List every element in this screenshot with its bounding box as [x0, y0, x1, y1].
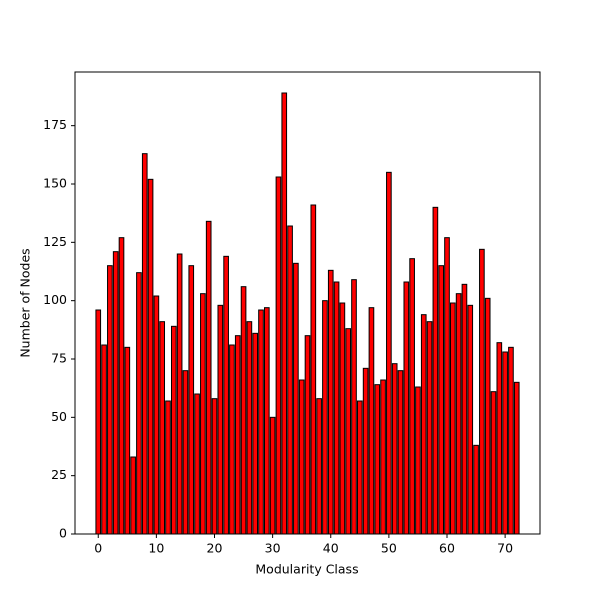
bar — [432, 206, 439, 535]
bar — [263, 307, 270, 535]
bar — [269, 416, 276, 535]
bar — [391, 363, 398, 535]
bar — [118, 237, 125, 535]
bar — [200, 293, 206, 535]
bar — [339, 302, 346, 535]
bar — [159, 321, 166, 535]
bar — [420, 314, 427, 535]
y-tick-label: 150 — [43, 176, 67, 191]
x-tick-label: 70 — [497, 541, 513, 556]
bar — [310, 204, 317, 535]
x-tick-label: 60 — [439, 541, 455, 556]
bar — [351, 279, 357, 535]
bar — [182, 370, 189, 535]
bar — [490, 391, 497, 535]
bar — [234, 335, 241, 535]
bar — [333, 281, 340, 535]
x-tick-label: 20 — [207, 541, 223, 556]
bar — [508, 346, 514, 535]
bar — [380, 379, 386, 535]
bar — [386, 171, 392, 535]
bar — [496, 342, 503, 535]
bar — [275, 176, 282, 535]
y-tick-label: 50 — [51, 409, 67, 424]
bar — [513, 381, 520, 535]
bar — [211, 398, 218, 535]
bar — [374, 384, 381, 535]
bar — [188, 265, 195, 535]
y-tick-label: 125 — [43, 234, 67, 249]
bar — [252, 332, 259, 535]
bar — [287, 225, 293, 535]
bar — [194, 393, 200, 535]
bar — [322, 300, 328, 535]
bar — [409, 258, 415, 535]
y-tick-label: 75 — [51, 351, 67, 366]
y-tick-label: 100 — [43, 292, 67, 307]
bar — [298, 379, 305, 535]
bar — [153, 295, 160, 535]
bar — [327, 269, 334, 535]
bar — [461, 283, 468, 535]
bar — [479, 248, 485, 535]
bar — [368, 307, 375, 535]
y-axis-label: Number of Nodes — [18, 248, 33, 357]
bar — [473, 444, 479, 535]
bar — [502, 351, 508, 535]
bar — [240, 286, 247, 535]
bar — [449, 302, 456, 535]
bar — [258, 309, 264, 535]
y-tick-label: 175 — [43, 117, 67, 132]
bar — [356, 400, 363, 535]
bar — [229, 344, 235, 535]
bar — [95, 309, 102, 535]
bar — [304, 335, 311, 535]
bar — [362, 367, 369, 535]
x-axis-label: Modularity Class — [255, 562, 358, 577]
bar — [147, 178, 154, 535]
bar — [281, 92, 288, 535]
bar — [438, 265, 445, 535]
bar — [345, 328, 352, 535]
bar — [101, 344, 107, 535]
bar — [397, 370, 404, 535]
bar — [170, 325, 177, 535]
x-tick-label: 50 — [381, 541, 397, 556]
bar — [426, 321, 433, 535]
x-tick-label: 30 — [265, 541, 281, 556]
x-tick-label: 0 — [94, 541, 102, 556]
y-tick-label: 25 — [51, 467, 67, 482]
bar — [141, 153, 148, 535]
bar — [484, 297, 491, 535]
bar — [107, 265, 113, 535]
bar — [130, 456, 136, 535]
y-tick-label: 0 — [59, 526, 67, 541]
bar — [217, 304, 224, 535]
bar — [124, 346, 131, 535]
bar — [176, 253, 183, 535]
bar — [136, 272, 142, 535]
bar — [444, 237, 450, 535]
bar — [205, 220, 212, 535]
x-tick-label: 40 — [323, 541, 339, 556]
x-tick-label: 10 — [148, 541, 164, 556]
bar — [415, 386, 421, 535]
bar — [316, 398, 322, 535]
bar — [455, 293, 462, 535]
bar — [112, 251, 119, 535]
bar — [467, 304, 474, 535]
plot-frame — [74, 71, 541, 535]
bar — [403, 281, 410, 535]
bar — [165, 400, 171, 535]
bar — [293, 262, 299, 535]
bar — [223, 255, 229, 535]
bar — [246, 321, 253, 535]
